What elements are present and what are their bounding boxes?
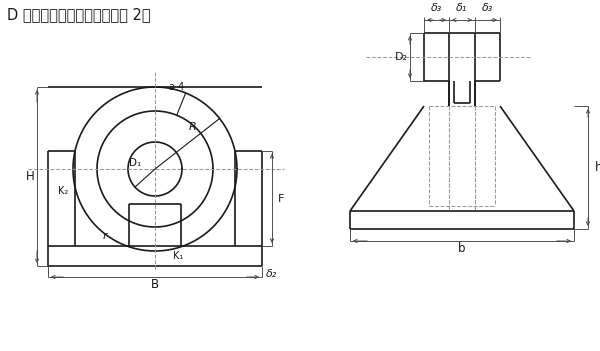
Text: D₁: D₁	[129, 158, 141, 168]
Text: b: b	[458, 241, 466, 254]
Text: r: r	[103, 231, 107, 241]
Text: K₁: K₁	[173, 251, 183, 261]
Text: D 型吊耳的形式和规格，见表 2。: D 型吊耳的形式和规格，见表 2。	[7, 7, 151, 22]
Text: δ₁: δ₁	[457, 3, 467, 13]
Text: δ₃: δ₃	[482, 3, 493, 13]
Text: B: B	[151, 278, 159, 291]
Text: δ₃: δ₃	[431, 3, 442, 13]
Text: H: H	[26, 170, 34, 183]
Text: K₂: K₂	[58, 186, 68, 196]
Text: h: h	[595, 161, 600, 174]
Text: R: R	[189, 122, 197, 132]
Text: a 4: a 4	[169, 82, 184, 92]
Text: F: F	[278, 193, 284, 204]
Text: δ₂: δ₂	[266, 269, 277, 279]
Text: D₂: D₂	[395, 52, 407, 62]
